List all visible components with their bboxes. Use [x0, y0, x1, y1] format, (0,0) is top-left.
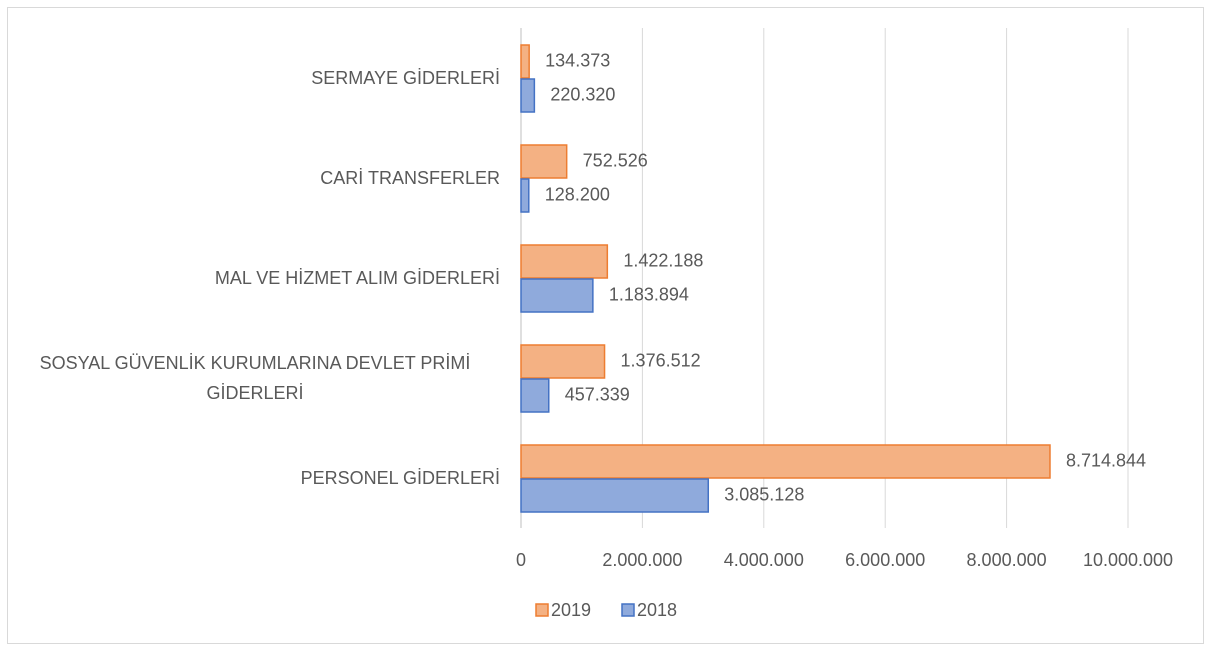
bar	[520, 244, 609, 279]
legend-swatch	[535, 603, 549, 617]
data-label: 1.422.188	[623, 250, 703, 270]
bar	[520, 144, 568, 179]
bar	[520, 178, 530, 213]
data-label: 1.183.894	[609, 284, 689, 304]
y-tick-label: MAL VE HİZMET ALIM GİDERLERİ	[0, 263, 500, 293]
data-label: 220.320	[550, 84, 615, 104]
y-tick-label: SERMAYE GİDERLERİ	[0, 63, 500, 93]
x-tick-label: 6.000.000	[845, 550, 925, 570]
bar	[520, 444, 1051, 479]
data-label: 128.200	[545, 184, 610, 204]
data-label: 1.376.512	[621, 350, 701, 370]
data-label: 8.714.844	[1066, 450, 1146, 470]
bar	[520, 278, 594, 313]
category-text: CARİ TRANSFERLER	[320, 168, 500, 188]
x-tick-label: 8.000.000	[967, 550, 1047, 570]
bar	[520, 478, 710, 513]
legend-swatch	[621, 603, 635, 617]
x-tick-label: 10.000.000	[1083, 550, 1173, 570]
x-tick-label: 4.000.000	[724, 550, 804, 570]
data-label: 752.526	[583, 150, 648, 170]
data-label: 457.339	[565, 384, 630, 404]
bar	[520, 78, 536, 113]
x-tick-label: 0	[516, 550, 526, 570]
x-tick-label: 2.000.000	[602, 550, 682, 570]
category-text: MAL VE HİZMET ALIM GİDERLERİ	[214, 268, 500, 288]
chart-border	[7, 7, 1204, 644]
legend-label: 2019	[551, 600, 591, 620]
category-text: SERMAYE GİDERLERİ	[311, 68, 500, 88]
category-text: SOSYAL GÜVENLİK KURUMLARINA DEVLET PRİMİ…	[39, 353, 471, 403]
data-label: 134.373	[545, 50, 610, 70]
bar	[520, 378, 550, 413]
category-text: PERSONEL GİDERLERİ	[300, 468, 500, 488]
y-tick-label: SOSYAL GÜVENLİK KURUMLARINA DEVLET PRİMİ…	[0, 348, 500, 408]
y-tick-label: PERSONEL GİDERLERİ	[0, 463, 500, 493]
bar	[520, 44, 530, 79]
bar	[520, 344, 606, 379]
y-tick-label: CARİ TRANSFERLER	[0, 163, 500, 193]
legend-label: 2018	[637, 600, 677, 620]
data-label: 3.085.128	[724, 484, 804, 504]
